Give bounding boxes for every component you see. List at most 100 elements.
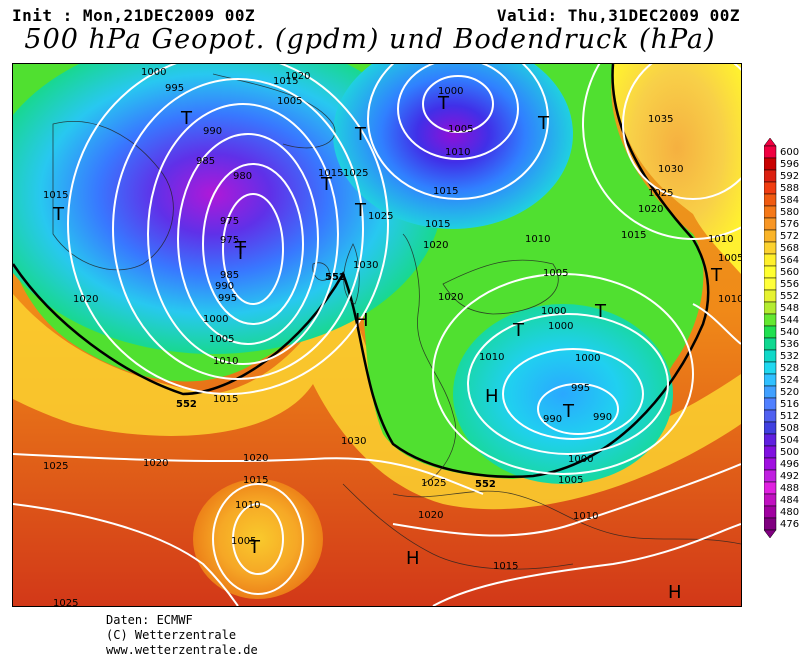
- legend-swatch: [764, 278, 776, 290]
- legend-arrow-bottom: [764, 530, 776, 538]
- legend-swatch: [764, 326, 776, 338]
- isobar-label: 985: [196, 156, 215, 167]
- legend-tick-label: 564: [780, 255, 799, 266]
- legend-tick-label: 528: [780, 363, 799, 374]
- legend-swatch: [764, 482, 776, 494]
- legend-swatch: [764, 218, 776, 230]
- legend-tick-label: 492: [780, 471, 799, 482]
- legend-arrow-top: [764, 138, 776, 146]
- legend-swatch: [764, 398, 776, 410]
- isobar-label: 990: [203, 126, 222, 137]
- legend-tick-label: 476: [780, 519, 799, 530]
- legend-tick-label: 512: [780, 411, 799, 422]
- isobar-label: 1015: [243, 475, 268, 486]
- isobar-label: 1010: [573, 511, 598, 522]
- isobar-label: 1025: [43, 461, 68, 472]
- isobar-label: 980: [233, 171, 252, 182]
- isobar-label: 995: [165, 83, 184, 94]
- legend-swatch: [764, 242, 776, 254]
- legend-swatch: [764, 434, 776, 446]
- credits-copyright: (C) Wetterzentrale: [106, 628, 258, 643]
- chart-title: 500 hPa Geopot. (gpdm) und Bodendruck (h…: [0, 24, 740, 55]
- legend-swatch: [764, 386, 776, 398]
- legend-tick-label: 556: [780, 279, 799, 290]
- isobar-label: 1020: [438, 292, 463, 303]
- low-marker: T: [710, 265, 723, 286]
- height-label: 552: [176, 399, 197, 410]
- isobar-label: 1000: [568, 454, 593, 465]
- legend-swatch: [764, 374, 776, 386]
- legend-tick-label: 496: [780, 459, 799, 470]
- legend-swatch: [764, 422, 776, 434]
- legend-tick-label: 480: [780, 507, 799, 518]
- legend-tick-label: 540: [780, 327, 799, 338]
- legend-swatch: [764, 230, 776, 242]
- legend-tick-label: 560: [780, 267, 799, 278]
- isobar-label: 1000: [203, 314, 228, 325]
- low-marker: T: [537, 113, 550, 134]
- legend-swatch: [764, 290, 776, 302]
- legend-tick-label: 596: [780, 159, 799, 170]
- legend-swatch: [764, 362, 776, 374]
- legend-tick-label: 504: [780, 435, 799, 446]
- isobar-label: 1005: [718, 253, 741, 264]
- legend-swatch: [764, 410, 776, 422]
- legend-swatch: [764, 302, 776, 314]
- isobar-label: 1030: [353, 260, 378, 271]
- credits-website: www.wetterzentrale.de: [106, 643, 258, 658]
- isobar-label: 1020: [243, 453, 268, 464]
- isobar-label: 1025: [53, 598, 78, 606]
- isobar-label: 995: [218, 293, 237, 304]
- isobar-label: 1000: [141, 67, 166, 78]
- legend-swatch: [764, 446, 776, 458]
- isobar-label: 1020: [73, 294, 98, 305]
- legend-swatch: [764, 146, 776, 158]
- isobar-label: 1010: [718, 294, 741, 305]
- isobar-label: 1005: [209, 334, 234, 345]
- legend-tick-label: 584: [780, 195, 799, 206]
- low-marker: T: [180, 108, 193, 129]
- legend-tick-label: 516: [780, 399, 799, 410]
- color-legend: 600 596 592 588 584 580 576 572 568 564 560 556 552 5…: [764, 138, 806, 538]
- isobar-label: 1010: [445, 147, 470, 158]
- isobar-label: 1025: [368, 211, 393, 222]
- legend-swatch: [764, 266, 776, 278]
- legend-swatch: [764, 182, 776, 194]
- isobar-label: 995: [571, 383, 590, 394]
- legend-tick-label: 520: [780, 387, 799, 398]
- legend-tick-label: 592: [780, 171, 799, 182]
- isobar-label: 1005: [277, 96, 302, 107]
- legend-tick-label: 580: [780, 207, 799, 218]
- isobar-label: 1015: [425, 219, 450, 230]
- legend-tick-label: 572: [780, 231, 799, 242]
- isobar-label: 1005: [543, 268, 568, 279]
- isobar-label: 1005: [558, 475, 583, 486]
- legend-tick-label: 532: [780, 351, 799, 362]
- legend-swatch: [764, 494, 776, 506]
- isobar-label: 1000: [548, 321, 573, 332]
- isobar-label: 1015: [621, 230, 646, 241]
- legend-swatch: [764, 254, 776, 266]
- isobar-label: 1015: [433, 186, 458, 197]
- legend-tick-label: 588: [780, 183, 799, 194]
- isobar-label: 1020: [418, 510, 443, 521]
- low-marker: T: [52, 204, 65, 225]
- isobar-label: 1030: [658, 164, 683, 175]
- isobar-label: 1035: [648, 114, 673, 125]
- isobar-label: 1010: [235, 500, 260, 511]
- credits: Daten: ECMWF (C) Wetterzentrale www.wett…: [106, 613, 258, 658]
- valid-time: Valid: Thu,31DEC2009 00Z: [497, 6, 740, 25]
- weather-map: 1000 995 990 985 980 975 975 985 990 995…: [12, 63, 742, 607]
- isobar-label: 1025: [648, 188, 673, 199]
- height-label: 552: [325, 272, 346, 283]
- legend-swatch: [764, 314, 776, 326]
- legend-swatch: [764, 206, 776, 218]
- high-marker: H: [668, 582, 682, 603]
- low-marker: T: [354, 124, 367, 145]
- legend-swatch: [764, 350, 776, 362]
- legend-tick-label: 548: [780, 303, 799, 314]
- isobar-label: 985: [220, 270, 239, 281]
- legend-tick-label: 484: [780, 495, 799, 506]
- legend-swatch: [764, 170, 776, 182]
- credits-data-source: Daten: ECMWF: [106, 613, 258, 628]
